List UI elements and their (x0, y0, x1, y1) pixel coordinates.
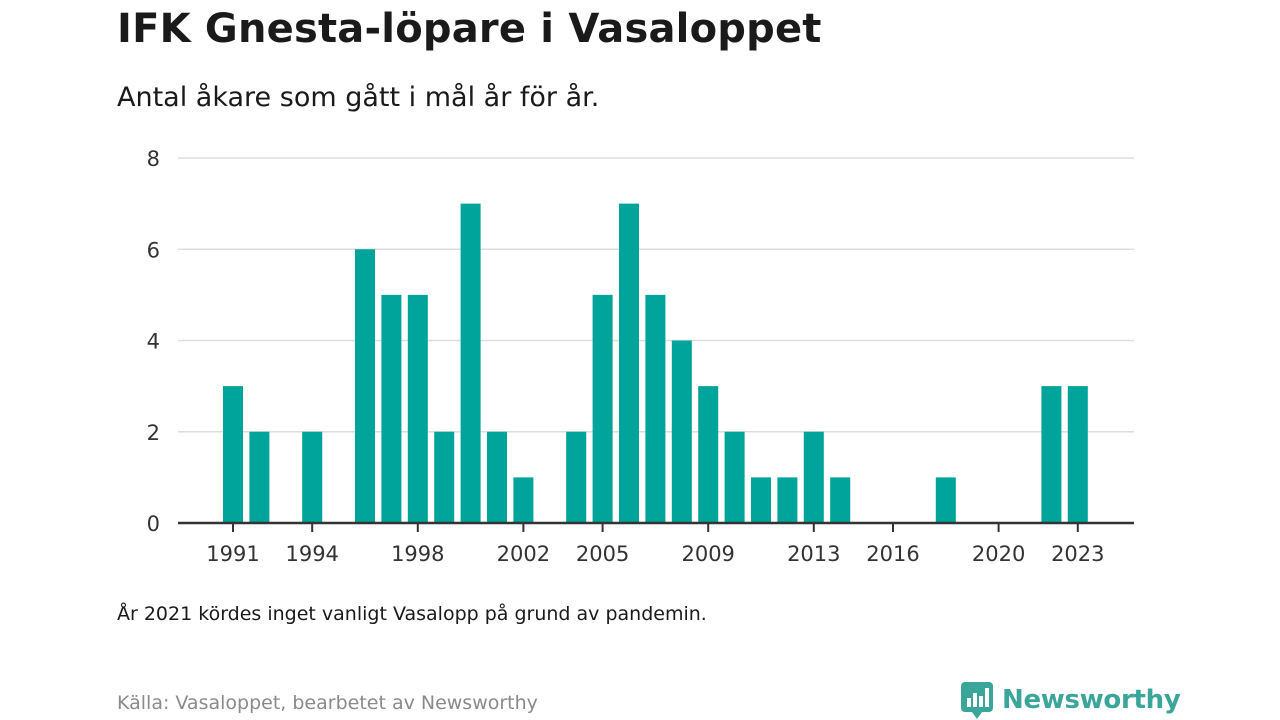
bar-2011 (751, 477, 771, 523)
bar-2007 (645, 294, 666, 523)
bar-2013 (803, 431, 824, 523)
brand-logo: Newsworthy (960, 680, 1181, 720)
newsworthy-chart-icon (961, 682, 993, 719)
bar-2014 (830, 477, 851, 523)
brand-name: Newsworthy (1002, 685, 1181, 715)
x-tick-label-2009: 2009 (681, 542, 734, 566)
bar-1998 (407, 294, 428, 523)
bar-2010 (724, 431, 745, 523)
source-text: Källa: Vasaloppet, bearbetet av Newswort… (117, 692, 538, 714)
x-tick-label-1998: 1998 (391, 542, 444, 566)
bar-2005 (592, 294, 613, 523)
x-tick-label-2016: 2016 (866, 542, 919, 566)
y-tick-label-2: 2 (147, 421, 160, 445)
y-tick-label-6: 6 (147, 238, 160, 262)
x-tick-label-2005: 2005 (576, 542, 629, 566)
x-tick-label-2023: 2023 (1051, 542, 1104, 566)
y-tick-label-4: 4 (147, 330, 160, 354)
bar-2009 (698, 386, 719, 523)
bar-2018 (935, 477, 956, 523)
y-tick-label-8: 8 (147, 147, 160, 171)
x-tick-label-2002: 2002 (497, 542, 550, 566)
bar-2006 (619, 203, 639, 523)
x-tick-label-1991: 1991 (206, 542, 259, 566)
chart-note: År 2021 kördes inget vanligt Vasalopp på… (117, 603, 707, 625)
bar-1999 (434, 431, 455, 523)
bar-2000 (460, 203, 481, 523)
bar-1994 (302, 431, 323, 523)
bar-2001 (487, 431, 507, 523)
x-tick-label-2013: 2013 (787, 542, 840, 566)
bar-1996 (355, 249, 375, 523)
x-tick-label-1994: 1994 (285, 542, 338, 566)
bar-2012 (777, 477, 798, 523)
bar-2004 (566, 431, 587, 523)
chart-title: IFK Gnesta-löpare i Vasaloppet (117, 6, 822, 52)
bar-1991 (223, 386, 243, 523)
y-tick-label-0: 0 (147, 512, 160, 536)
bar-2022 (1041, 386, 1062, 523)
bar-2002 (513, 477, 534, 523)
bar-1992 (249, 431, 270, 523)
bar-1997 (381, 294, 402, 523)
bar-2023 (1067, 386, 1088, 523)
x-tick-label-2020: 2020 (972, 542, 1025, 566)
bar-chart: 0 2 4 6 8 1991 1994 1998 2002 2005 2009 2013 2016 202… (147, 147, 1134, 566)
bar-2008 (671, 340, 692, 523)
chart-subtitle: Antal åkare som gått i mål år för år. (117, 82, 600, 113)
